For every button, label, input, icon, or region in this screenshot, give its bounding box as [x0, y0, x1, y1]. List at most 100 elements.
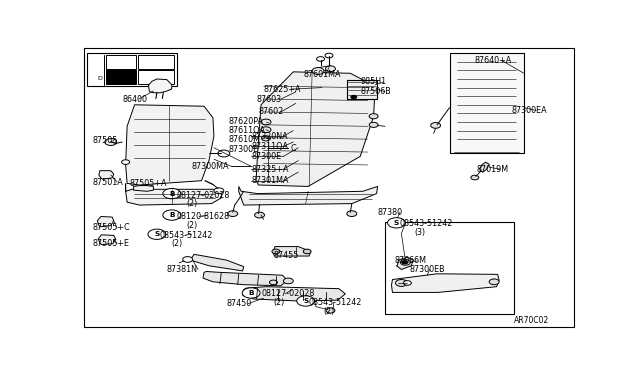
Polygon shape: [396, 257, 413, 269]
Bar: [106, 70, 136, 84]
Text: D: D: [97, 76, 102, 81]
Text: 87019M: 87019M: [477, 165, 509, 174]
Text: S: S: [154, 231, 159, 237]
Text: 87602: 87602: [259, 108, 284, 116]
Text: (2): (2): [172, 239, 183, 248]
Circle shape: [163, 189, 180, 199]
Text: (2): (2): [323, 307, 334, 315]
Circle shape: [326, 308, 335, 313]
Text: 87640+A: 87640+A: [474, 56, 511, 65]
Polygon shape: [148, 79, 172, 93]
Text: 87611QA: 87611QA: [229, 126, 266, 135]
Text: (3): (3): [415, 228, 426, 237]
Bar: [385, 222, 514, 314]
Polygon shape: [392, 274, 499, 292]
Circle shape: [122, 160, 129, 164]
Circle shape: [105, 139, 116, 145]
Polygon shape: [256, 72, 375, 186]
Text: 08127-02028: 08127-02028: [261, 289, 314, 298]
Text: 87300EB: 87300EB: [410, 265, 445, 274]
Circle shape: [255, 212, 264, 218]
Circle shape: [272, 249, 280, 254]
Text: 87610M: 87610M: [229, 135, 261, 144]
Text: 87381N: 87381N: [167, 265, 198, 274]
Text: S: S: [303, 298, 308, 304]
Text: (2): (2): [187, 199, 198, 208]
Polygon shape: [190, 254, 244, 271]
Text: 87300E: 87300E: [251, 152, 281, 161]
Circle shape: [242, 288, 260, 298]
Text: 87501A: 87501A: [92, 178, 123, 187]
Circle shape: [369, 122, 378, 128]
Circle shape: [182, 257, 193, 262]
Bar: [449, 53, 524, 154]
Circle shape: [163, 210, 180, 220]
Text: 87380: 87380: [378, 208, 403, 217]
Text: 08120-81628: 08120-81628: [177, 212, 230, 221]
Text: 87450: 87450: [227, 299, 252, 308]
Circle shape: [228, 211, 237, 217]
Text: 87311QA: 87311QA: [251, 142, 288, 151]
Circle shape: [489, 279, 499, 285]
Circle shape: [261, 119, 271, 125]
Text: 87506B: 87506B: [360, 87, 391, 96]
Text: 08127-02028: 08127-02028: [177, 190, 230, 199]
Text: 985H1: 985H1: [360, 77, 387, 86]
Bar: [347, 80, 376, 99]
Bar: [138, 70, 173, 84]
Circle shape: [326, 66, 335, 71]
Text: 08543-51242: 08543-51242: [159, 231, 212, 240]
Text: S: S: [394, 220, 399, 226]
Circle shape: [351, 95, 356, 99]
Polygon shape: [273, 247, 310, 256]
Circle shape: [269, 280, 277, 285]
Circle shape: [402, 261, 408, 264]
Text: 87601MA: 87601MA: [303, 70, 340, 79]
Text: 87505+A: 87505+A: [129, 179, 167, 188]
Circle shape: [388, 218, 405, 228]
Text: 87603: 87603: [256, 94, 281, 103]
Circle shape: [261, 127, 271, 132]
Circle shape: [214, 188, 224, 193]
Circle shape: [369, 114, 378, 119]
Circle shape: [148, 229, 166, 240]
Bar: [88, 53, 177, 86]
Circle shape: [401, 260, 410, 265]
Text: 87066M: 87066M: [395, 256, 427, 265]
Circle shape: [303, 249, 311, 254]
Circle shape: [284, 278, 293, 284]
Circle shape: [262, 136, 271, 141]
Circle shape: [396, 279, 408, 286]
Bar: [106, 55, 136, 69]
Bar: [138, 55, 173, 69]
Text: 87505+C: 87505+C: [92, 224, 130, 232]
Circle shape: [297, 296, 315, 306]
Text: 87300EA: 87300EA: [511, 106, 547, 115]
Text: 87325+A: 87325+A: [251, 165, 289, 174]
Text: 87620PA: 87620PA: [229, 118, 264, 126]
Circle shape: [403, 280, 412, 285]
Polygon shape: [97, 217, 114, 227]
Circle shape: [347, 211, 356, 217]
Polygon shape: [203, 272, 287, 286]
Circle shape: [431, 122, 440, 128]
Circle shape: [471, 175, 479, 180]
Polygon shape: [134, 186, 154, 191]
Text: 87320NA: 87320NA: [251, 132, 288, 141]
Text: 08543-51242: 08543-51242: [400, 219, 453, 228]
Text: 87455: 87455: [273, 251, 299, 260]
Polygon shape: [99, 171, 114, 179]
Text: C: C: [291, 144, 296, 153]
Text: 08543-51242: 08543-51242: [308, 298, 362, 307]
Text: B: B: [169, 190, 175, 196]
Text: 87301MA: 87301MA: [251, 176, 289, 185]
Circle shape: [317, 57, 324, 61]
Polygon shape: [99, 235, 116, 244]
Text: 87300E: 87300E: [229, 145, 259, 154]
Text: AR70C02: AR70C02: [514, 316, 549, 325]
Text: B: B: [169, 212, 175, 218]
Circle shape: [312, 68, 324, 74]
Polygon shape: [479, 162, 489, 172]
Text: 87300MA: 87300MA: [191, 162, 229, 171]
Circle shape: [325, 53, 333, 58]
